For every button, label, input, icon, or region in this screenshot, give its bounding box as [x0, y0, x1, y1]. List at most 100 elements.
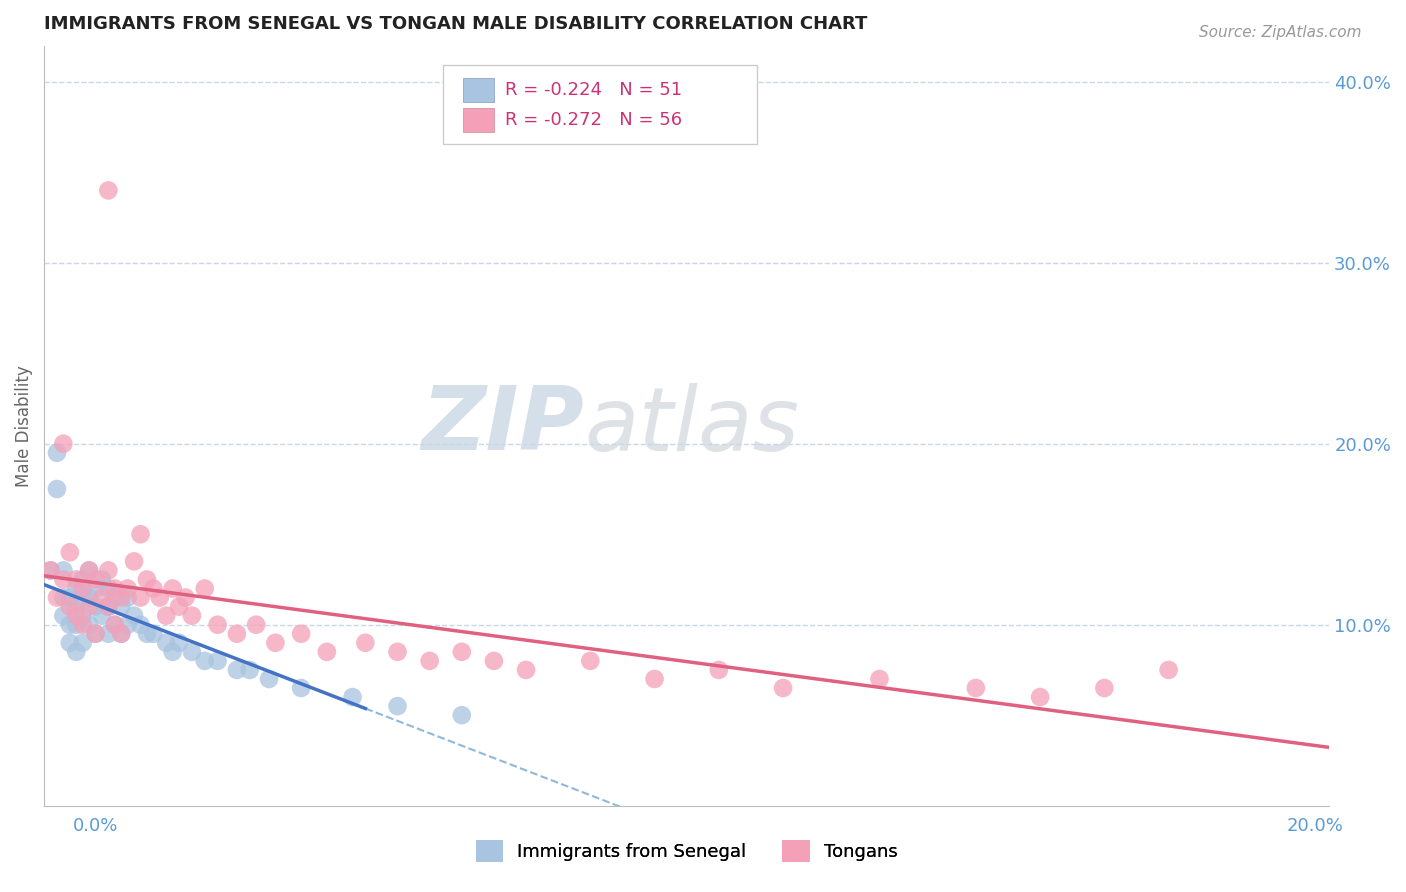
Point: [869, 672, 891, 686]
Point: [207, 617, 229, 632]
Point: [162, 645, 184, 659]
Point: [72, 617, 94, 632]
Point: [97, 599, 120, 614]
Point: [122, 554, 145, 568]
Point: [155, 636, 177, 650]
Text: R = -0.224   N = 51: R = -0.224 N = 51: [506, 81, 682, 99]
Point: [117, 591, 139, 605]
Point: [77, 617, 100, 632]
Point: [354, 636, 377, 650]
Point: [72, 591, 94, 605]
Point: [450, 645, 472, 659]
Point: [257, 672, 280, 686]
Point: [46, 482, 69, 496]
Point: [104, 617, 127, 632]
Point: [46, 446, 69, 460]
Point: [39, 563, 62, 577]
Point: [39, 563, 62, 577]
Point: [84, 626, 107, 640]
Point: [117, 617, 139, 632]
Point: [117, 582, 139, 596]
Point: [482, 654, 505, 668]
Point: [72, 573, 94, 587]
Point: [644, 672, 666, 686]
Point: [52, 573, 75, 587]
Point: [579, 654, 602, 668]
Point: [91, 608, 114, 623]
Point: [122, 608, 145, 623]
Point: [142, 582, 165, 596]
Point: [342, 690, 364, 704]
Point: [194, 654, 217, 668]
Point: [52, 436, 75, 450]
FancyBboxPatch shape: [463, 108, 494, 132]
Point: [104, 591, 127, 605]
Point: [97, 582, 120, 596]
Point: [59, 591, 82, 605]
Point: [84, 626, 107, 640]
Point: [110, 599, 132, 614]
Point: [707, 663, 730, 677]
Point: [1029, 690, 1052, 704]
Point: [180, 645, 202, 659]
Point: [129, 617, 152, 632]
Point: [104, 617, 127, 632]
Y-axis label: Male Disability: Male Disability: [15, 365, 32, 486]
Point: [91, 591, 114, 605]
Point: [167, 636, 190, 650]
Point: [194, 582, 217, 596]
FancyBboxPatch shape: [463, 78, 494, 102]
Text: ZIP: ZIP: [422, 382, 583, 469]
Text: 20.0%: 20.0%: [1286, 817, 1343, 835]
Point: [97, 183, 120, 197]
Legend: Immigrants from Senegal, Tongans: Immigrants from Senegal, Tongans: [468, 832, 905, 869]
Point: [290, 681, 312, 695]
Point: [91, 573, 114, 587]
Text: R = -0.272   N = 56: R = -0.272 N = 56: [506, 112, 682, 129]
Point: [52, 591, 75, 605]
Point: [46, 591, 69, 605]
Point: [245, 617, 267, 632]
Point: [129, 527, 152, 541]
Point: [72, 608, 94, 623]
Point: [77, 563, 100, 577]
Point: [239, 663, 262, 677]
Point: [965, 681, 987, 695]
Point: [110, 626, 132, 640]
Point: [59, 545, 82, 559]
Point: [225, 663, 247, 677]
Point: [65, 573, 87, 587]
Point: [174, 591, 197, 605]
Point: [1157, 663, 1180, 677]
Point: [65, 599, 87, 614]
Point: [59, 636, 82, 650]
Text: Source: ZipAtlas.com: Source: ZipAtlas.com: [1198, 25, 1361, 40]
Point: [65, 617, 87, 632]
Point: [84, 573, 107, 587]
Point: [1092, 681, 1115, 695]
Point: [77, 599, 100, 614]
Point: [142, 626, 165, 640]
Text: IMMIGRANTS FROM SENEGAL VS TONGAN MALE DISABILITY CORRELATION CHART: IMMIGRANTS FROM SENEGAL VS TONGAN MALE D…: [44, 15, 868, 33]
Point: [52, 608, 75, 623]
FancyBboxPatch shape: [443, 64, 758, 145]
Point: [180, 608, 202, 623]
Point: [59, 599, 82, 614]
Point: [264, 636, 287, 650]
Text: 0.0%: 0.0%: [73, 817, 118, 835]
Point: [135, 573, 157, 587]
Point: [110, 626, 132, 640]
Point: [72, 636, 94, 650]
Point: [97, 626, 120, 640]
Point: [104, 582, 127, 596]
Point: [155, 608, 177, 623]
Text: atlas: atlas: [583, 383, 799, 468]
Point: [772, 681, 794, 695]
Point: [52, 563, 75, 577]
Point: [77, 563, 100, 577]
Point: [72, 582, 94, 596]
Point: [450, 708, 472, 723]
Point: [387, 645, 409, 659]
Point: [149, 591, 172, 605]
Point: [65, 582, 87, 596]
